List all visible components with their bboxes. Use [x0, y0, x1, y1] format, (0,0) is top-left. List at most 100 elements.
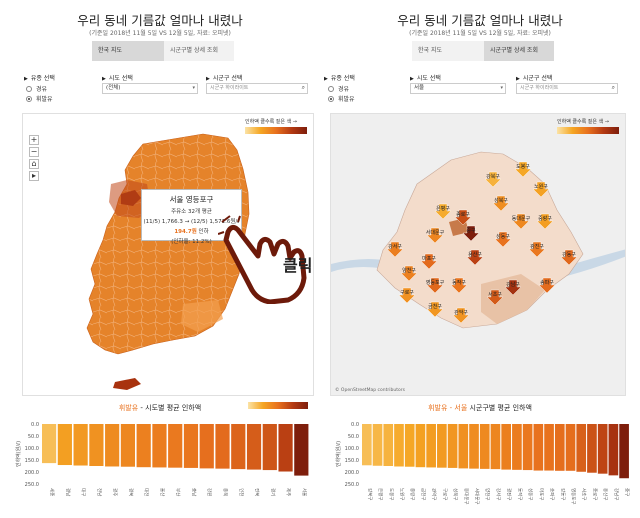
bar[interactable]	[246, 424, 262, 470]
bar[interactable]	[152, 424, 167, 468]
district-arrow[interactable]	[486, 289, 504, 306]
bar[interactable]	[533, 424, 544, 471]
zoom-in-button[interactable]: +	[29, 135, 39, 145]
radio-diesel[interactable]: 경유	[328, 84, 349, 93]
district-arrow[interactable]	[494, 231, 512, 248]
district-arrow[interactable]	[462, 225, 480, 242]
district-arrow[interactable]	[426, 277, 444, 294]
district-arrow[interactable]	[466, 249, 484, 266]
bar[interactable]	[512, 424, 522, 470]
bar[interactable]	[458, 424, 469, 469]
x-tick-label: 성북구	[452, 488, 459, 500]
bar[interactable]	[136, 424, 151, 468]
reset-view-button[interactable]: ⌂	[29, 159, 39, 169]
y-tick-label: 0.0	[31, 422, 39, 428]
district-arrow[interactable]	[450, 277, 468, 294]
bar[interactable]	[120, 424, 136, 467]
play-button[interactable]: ▸	[29, 171, 39, 181]
bar[interactable]	[105, 424, 120, 467]
jeju-island-shape	[113, 378, 141, 390]
sigungu-search-input[interactable]: 시군구 하이라이트 ⌕	[206, 83, 308, 94]
district-arrow[interactable]	[536, 213, 554, 230]
district-arrow[interactable]	[528, 241, 546, 258]
bar[interactable]	[262, 424, 277, 471]
tab-sigungu-detail[interactable]: 시군구별 상세 조회	[164, 41, 234, 61]
bar[interactable]	[183, 424, 199, 468]
district-arrow[interactable]	[426, 227, 444, 244]
district-arrow[interactable]	[454, 209, 472, 226]
bar[interactable]	[415, 424, 426, 468]
bar[interactable]	[362, 424, 372, 466]
sido-select[interactable]: (전체) ▾	[102, 83, 198, 94]
district-arrow[interactable]	[484, 171, 502, 188]
bar[interactable]	[565, 424, 576, 471]
bar[interactable]	[597, 424, 608, 474]
district-arrow[interactable]	[560, 249, 578, 266]
bar[interactable]	[447, 424, 458, 468]
sigungu-search-input[interactable]: 시군구 하이라이트 ⌕	[516, 83, 618, 94]
bar[interactable]	[73, 424, 88, 466]
bar[interactable]	[469, 424, 479, 469]
bar[interactable]	[576, 424, 587, 472]
district-label: 송파구	[540, 279, 554, 286]
bar[interactable]	[501, 424, 512, 470]
x-tick-label: 구로구	[441, 488, 447, 500]
district-arrow[interactable]	[420, 253, 438, 270]
district-arrow[interactable]	[514, 161, 532, 178]
district-label: 성동구	[496, 233, 510, 240]
bar[interactable]	[608, 424, 619, 476]
bar[interactable]	[554, 424, 565, 471]
x-tick-label: 강원	[206, 488, 213, 496]
bar[interactable]	[479, 424, 490, 469]
district-arrow[interactable]	[492, 195, 510, 212]
district-arrow[interactable]	[398, 287, 416, 304]
district-arrow[interactable]	[538, 277, 556, 294]
y-tick-label: 250.0	[25, 482, 39, 488]
x-tick-label: 충북	[222, 488, 229, 496]
bar[interactable]	[42, 424, 57, 464]
chart-legend	[248, 400, 308, 409]
district-arrow[interactable]	[452, 307, 470, 324]
bar[interactable]	[215, 424, 230, 469]
bar[interactable]	[426, 424, 436, 468]
tab-korea-map[interactable]: 한국 지도	[412, 41, 484, 61]
district-arrow[interactable]	[532, 181, 550, 198]
x-tick-label: 서초구	[581, 488, 588, 500]
bar[interactable]	[168, 424, 183, 468]
bar[interactable]	[404, 424, 415, 467]
bar[interactable]	[278, 424, 293, 472]
district-arrow[interactable]	[386, 241, 404, 258]
bar[interactable]	[490, 424, 501, 470]
sido-filter-label: ▶ 시도 선택	[410, 75, 441, 82]
radio-diesel[interactable]: 경유	[26, 84, 47, 93]
bar[interactable]	[394, 424, 404, 467]
bar[interactable]	[89, 424, 104, 466]
district-arrow[interactable]	[512, 213, 530, 230]
seoul-map[interactable]: 은평구 강북구 도봉구 노원구 성북구 종로구 동대문구 중랑구 서대문구 중구 성동구 광진구 강서구…	[330, 113, 626, 396]
radio-gasoline[interactable]: 휘발유	[26, 94, 53, 103]
district-label: 광진구	[530, 243, 544, 250]
bar[interactable]	[199, 424, 214, 469]
district-arrow[interactable]	[400, 265, 418, 282]
bar[interactable]	[372, 424, 383, 466]
bar[interactable]	[437, 424, 447, 468]
bar[interactable]	[544, 424, 554, 471]
bar[interactable]	[231, 424, 246, 470]
bar[interactable]	[587, 424, 597, 473]
x-tick-label: 강북구	[366, 488, 373, 500]
radio-gasoline[interactable]: 휘발유	[328, 94, 355, 103]
bar[interactable]	[294, 424, 309, 476]
fuel-filter-label: ▶ 유종 선택	[24, 75, 55, 82]
bar[interactable]	[522, 424, 533, 471]
bar[interactable]	[619, 424, 629, 479]
district-arrow[interactable]	[434, 203, 452, 220]
sido-select[interactable]: 서울 ▾	[410, 83, 506, 94]
bar[interactable]	[383, 424, 394, 466]
bar[interactable]	[57, 424, 72, 466]
district-arrow[interactable]	[426, 301, 444, 318]
tab-korea-map[interactable]: 한국 지도	[92, 41, 164, 61]
tab-sigungu-detail[interactable]: 시군구별 상세 조회	[484, 41, 554, 61]
district-arrow[interactable]	[504, 279, 522, 296]
zoom-out-button[interactable]: −	[29, 147, 39, 157]
sigungu-filter-label: ▶ 시군구 선택	[206, 75, 243, 82]
